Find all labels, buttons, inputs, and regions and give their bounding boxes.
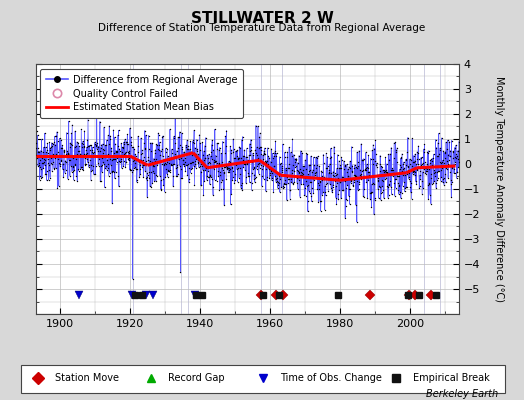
Text: Record Gap: Record Gap [168,373,224,383]
Text: STILLWATER 2 W: STILLWATER 2 W [191,11,333,26]
Text: Station Move: Station Move [55,373,119,383]
Y-axis label: Monthly Temperature Anomaly Difference (°C): Monthly Temperature Anomaly Difference (… [494,76,504,302]
Bar [21,365,505,393]
Text: Empirical Break: Empirical Break [413,373,489,383]
Text: Difference of Station Temperature Data from Regional Average: Difference of Station Temperature Data f… [99,23,425,33]
Legend: Difference from Regional Average, Quality Control Failed, Estimated Station Mean: Difference from Regional Average, Qualit… [40,69,243,118]
Text: Berkeley Earth: Berkeley Earth [425,389,498,399]
Text: Time of Obs. Change: Time of Obs. Change [280,373,383,383]
